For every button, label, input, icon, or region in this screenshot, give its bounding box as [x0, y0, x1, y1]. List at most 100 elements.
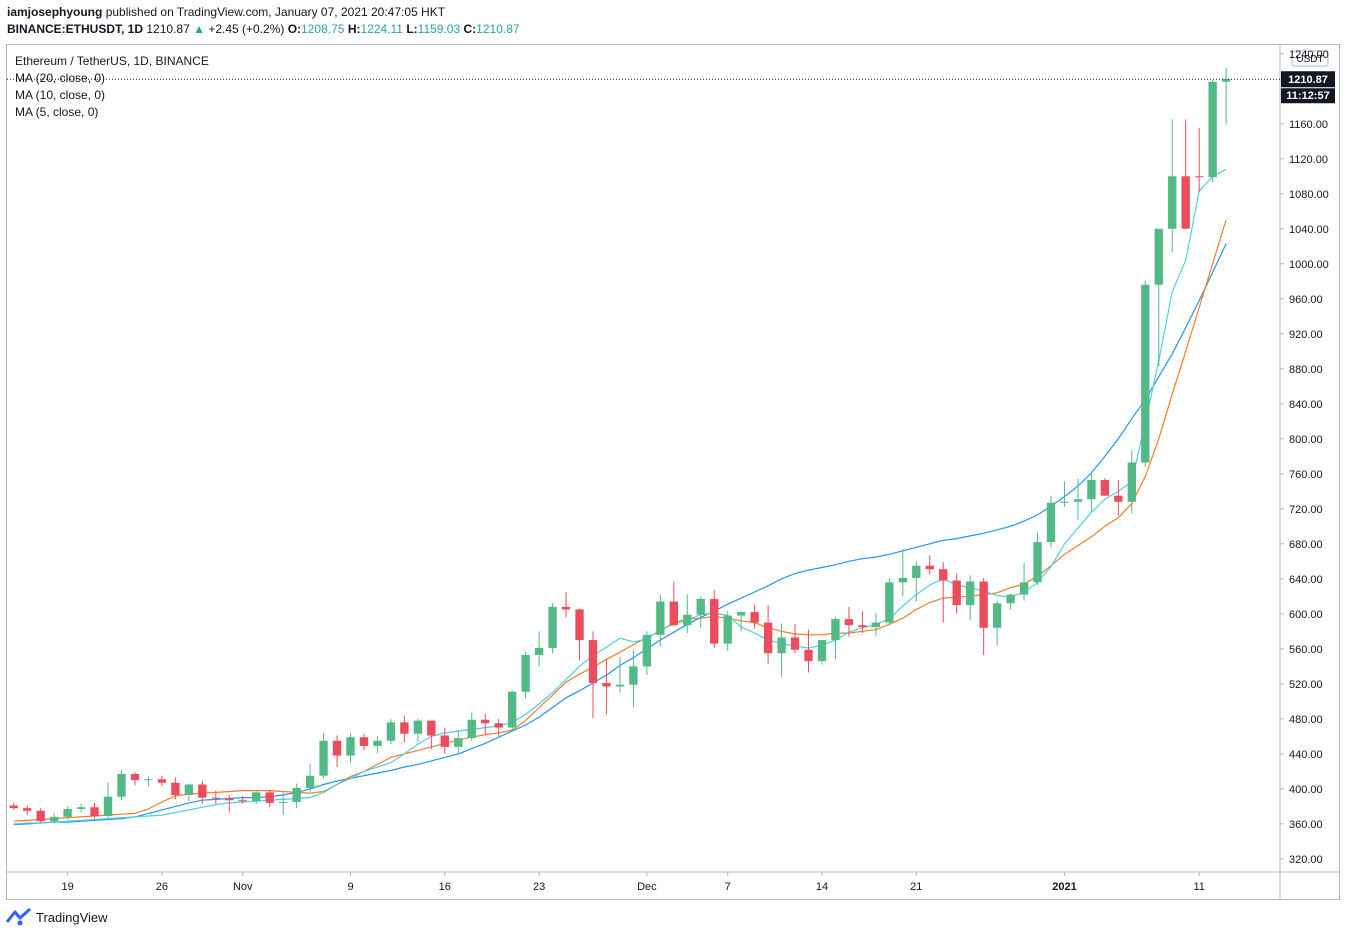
candle-up	[413, 720, 423, 734]
y-tick-label: 1240.00	[1289, 49, 1329, 61]
y-tick-label: 640.00	[1289, 574, 1323, 586]
candle-up	[629, 666, 638, 685]
candle-down	[90, 807, 99, 816]
candle-up	[1019, 582, 1029, 595]
candle-up	[305, 775, 315, 788]
candle-up	[63, 808, 72, 817]
candle-up	[1127, 462, 1136, 502]
candle-up	[1046, 502, 1056, 543]
ma20-line	[13, 243, 1227, 826]
x-tick-label: Dec	[637, 881, 657, 893]
x-tick-label: 14	[816, 881, 828, 893]
y-tick-label: 840.00	[1289, 399, 1323, 411]
tradingview-logo-icon	[6, 908, 32, 926]
candle-down	[400, 722, 409, 734]
close-value: 1210.87	[476, 22, 520, 36]
y-tick-label: 760.00	[1289, 469, 1323, 481]
candle-down	[494, 723, 503, 728]
y-tick-label: 520.00	[1289, 679, 1323, 691]
author-name[interactable]: iamjosephyoung	[7, 5, 103, 19]
candle-down	[669, 601, 678, 626]
x-tick-label: 7	[725, 881, 731, 893]
y-tick-label: 560.00	[1289, 644, 1323, 656]
y-tick-label: 400.00	[1289, 784, 1323, 796]
y-tick-label: 1040.00	[1289, 224, 1329, 236]
candle-up	[1208, 81, 1217, 178]
currency-box	[1291, 50, 1329, 67]
candle-up	[454, 738, 463, 747]
candle-up	[736, 612, 746, 616]
ma5-line	[13, 168, 1227, 825]
y-tick-label: 600.00	[1289, 609, 1323, 621]
candle-up	[467, 719, 476, 739]
legend-title[interactable]: Ethereum / TetherUS, 1D, BINANCE	[15, 54, 209, 68]
candle-up	[521, 654, 530, 692]
legend-ma20[interactable]: MA (20, close, 0)	[15, 71, 106, 85]
candle-down	[440, 735, 449, 747]
candle-down	[211, 797, 220, 799]
candle-down	[790, 637, 800, 650]
candle-up	[386, 722, 396, 741]
y-tick-label: 720.00	[1289, 504, 1323, 516]
y-tick-label: 680.00	[1289, 539, 1323, 551]
countdown-label: 11:12:57	[1286, 90, 1329, 102]
candle-up	[144, 779, 153, 781]
publisher-line: iamjosephyoung published on TradingView.…	[7, 5, 445, 20]
y-tick-label: 320.00	[1289, 854, 1323, 866]
y-tick-label: 1080.00	[1289, 189, 1329, 201]
candle-up	[117, 773, 126, 797]
candle-up	[642, 634, 652, 667]
high-value: 1224.11	[360, 22, 403, 36]
chart-legend: Ethereum / TetherUS, 1D, BINANCE MA (20,…	[15, 53, 209, 121]
open-value: 1208.75	[301, 22, 345, 36]
candle-up	[696, 598, 705, 615]
candle-up	[76, 807, 86, 809]
countdown-box	[1281, 88, 1335, 104]
candle-down	[130, 773, 140, 781]
x-tick-label: 19	[61, 881, 73, 893]
legend-ma5[interactable]: MA (5, close, 0)	[15, 105, 99, 119]
candle-down	[1181, 176, 1190, 229]
candle-down	[427, 720, 436, 736]
y-tick-label: 920.00	[1289, 329, 1323, 341]
candle-down	[750, 612, 759, 623]
candle-down	[332, 740, 342, 756]
candle-up	[723, 615, 732, 644]
candle-up	[885, 582, 894, 623]
candle-up	[831, 619, 840, 641]
y-tick-label: 960.00	[1289, 294, 1323, 306]
candle-up	[1168, 176, 1177, 229]
x-tick-label: 21	[910, 881, 922, 893]
candle-up	[817, 640, 827, 662]
candle-up	[292, 787, 301, 802]
legend-ma10[interactable]: MA (10, close, 0)	[15, 88, 106, 102]
candle-down	[844, 619, 854, 626]
high-label: H:	[347, 22, 361, 36]
x-tick-label: 11	[1193, 881, 1204, 893]
chart-frame[interactable]	[6, 44, 1340, 900]
low-value: 1159.03	[417, 22, 461, 36]
candle-down	[238, 800, 247, 802]
candle-down	[939, 569, 948, 581]
candle-down	[359, 737, 369, 746]
ohlc-line: BINANCE:ETHUSDT, 1D 1210.87 ▲ +2.45 (+0.…	[7, 22, 520, 37]
candle-up	[319, 740, 328, 776]
candle-up	[898, 577, 907, 583]
candle-up	[373, 740, 382, 746]
y-tick-label: 1160.00	[1289, 119, 1328, 131]
candle-up	[278, 801, 288, 803]
candle-up	[507, 691, 517, 728]
candle-up	[103, 796, 113, 816]
candle-up	[346, 737, 355, 756]
candle-down	[157, 779, 167, 783]
tradingview-brand-text: TradingView	[36, 909, 108, 925]
candle-down	[225, 798, 234, 801]
x-tick-label: 26	[156, 881, 168, 893]
last-price-box	[1281, 71, 1335, 88]
last-price: 1210.87	[146, 22, 190, 36]
y-tick-label: 1120.00	[1289, 154, 1328, 166]
candle-up	[965, 581, 975, 606]
footer-brand[interactable]: TradingView	[6, 908, 108, 926]
candle-down	[952, 580, 961, 606]
